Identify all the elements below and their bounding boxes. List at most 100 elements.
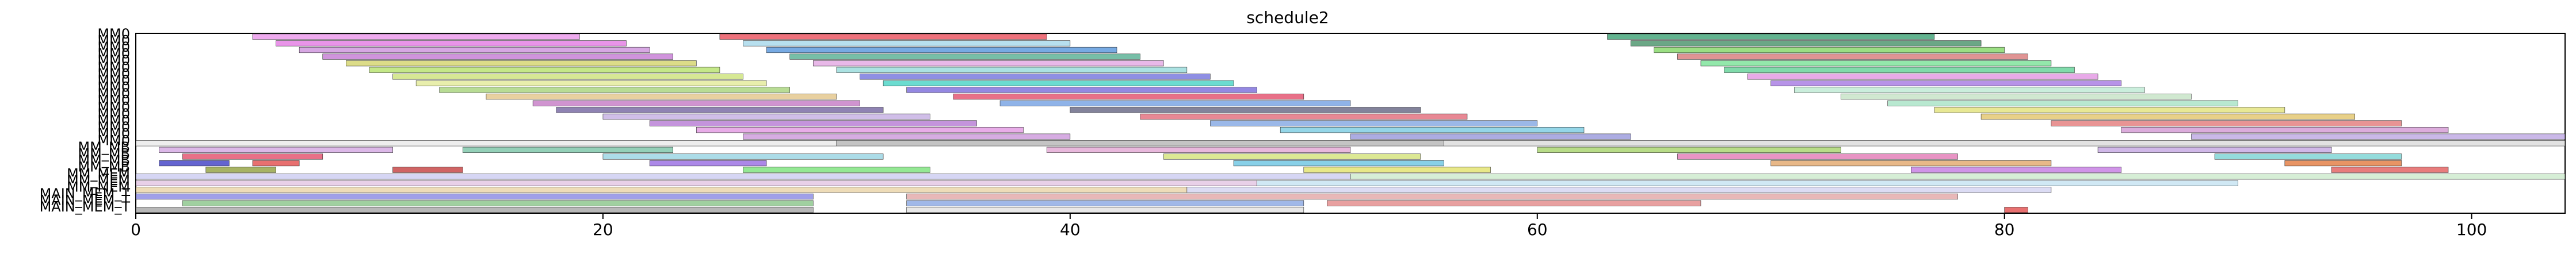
- gantt-bar: [649, 120, 977, 126]
- gantt-bar: [415, 80, 767, 87]
- plot-area: MM0MM0MM0MM0MM0MM0MM0MM0MM0MM0MM0MM0MM0M…: [40, 26, 2566, 239]
- gantt-bar: [135, 187, 1188, 193]
- gantt-bar: [1980, 113, 2355, 120]
- gantt-bar: [1350, 133, 1631, 140]
- gantt-bar: [135, 207, 814, 213]
- gantt-bar: [135, 174, 1351, 180]
- gantt-bar: [812, 60, 1164, 67]
- gantt-bar: [1677, 53, 2028, 60]
- gantt-bar: [252, 33, 580, 40]
- x-tick-label: 0: [131, 220, 141, 239]
- gantt-bar: [2191, 133, 2566, 140]
- y-axis-label: MM0: [97, 113, 130, 129]
- gantt-bar: [486, 94, 837, 100]
- gantt-bar: [883, 80, 1234, 87]
- gantt-bar: [1794, 87, 2145, 93]
- x-tick-label: 40: [1060, 220, 1081, 239]
- gantt-bar: [1233, 160, 1444, 167]
- y-axis-label: MM0: [97, 46, 130, 62]
- gantt-bar: [182, 153, 323, 160]
- gantt-bar: [1280, 126, 1585, 133]
- gantt-bar: [392, 74, 743, 80]
- gantt-bar: [999, 100, 1351, 106]
- gantt-bar: [1770, 160, 2052, 167]
- gantt-bar: [2051, 120, 2402, 126]
- y-axis-label: MM0: [97, 59, 130, 75]
- chart-title: schedule2: [1246, 8, 1329, 27]
- gantt-bar: [1537, 147, 1841, 153]
- gantt-bar: [369, 67, 720, 73]
- gantt-bar: [860, 74, 1211, 80]
- gantt-bar: [836, 67, 1188, 73]
- y-axis-label: MM0: [97, 93, 130, 109]
- gantt-bar: [276, 40, 627, 47]
- y-axis-label: MAIN_MEM_T: [40, 193, 131, 209]
- gantt-bar: [1140, 113, 1468, 120]
- gantt-bar: [463, 147, 674, 153]
- gantt-bar: [322, 53, 674, 60]
- gantt-bar: [135, 140, 837, 147]
- x-tick-label: 20: [593, 220, 613, 239]
- y-axis-label: MM_MEM: [67, 166, 130, 182]
- gantt-bar: [159, 147, 393, 153]
- y-axis-label: MM0: [97, 66, 130, 82]
- gantt-bar: [1770, 80, 2121, 87]
- gantt-bar: [743, 167, 930, 173]
- gantt-bar: [1046, 147, 1351, 153]
- gantt-bar: [649, 160, 767, 167]
- gantt-bar: [159, 160, 230, 167]
- gantt-bar: [1654, 47, 2005, 53]
- gantt-bar: [743, 40, 1071, 47]
- gantt-bar: [1700, 60, 2052, 67]
- y-axis-label: MM_MB: [78, 152, 130, 168]
- gantt-bar: [906, 207, 1304, 213]
- y-axis-label: MM_MB: [78, 159, 130, 175]
- y-axis-label: MM0: [97, 106, 130, 122]
- y-axis-label: MM0: [97, 26, 130, 42]
- y-axis-label: MM0: [97, 52, 130, 68]
- x-tick-label: 100: [2456, 220, 2487, 239]
- gantt-bar: [766, 47, 1117, 53]
- gantt-bar: [1257, 180, 2238, 186]
- gantt-bar: [789, 53, 1140, 60]
- y-axis-label: MAIN_MEM_T: [40, 186, 131, 202]
- y-axis-label: MM0: [97, 79, 130, 95]
- gantt-bar: [602, 113, 930, 120]
- gantt-bar: [1350, 174, 2566, 180]
- y-axis-labels: MM0MM0MM0MM0MM0MM0MM0MM0MM0MM0MM0MM0MM0M…: [40, 26, 131, 215]
- gantt-bar: [719, 33, 1047, 40]
- gantt-bar: [836, 140, 1444, 147]
- gantt-bar: [182, 200, 814, 206]
- y-axis-label: MM0: [97, 99, 130, 115]
- gantt-bar: [1934, 107, 2285, 113]
- bars-layer: [135, 33, 2566, 213]
- y-axis-label: MAIN_MEM_T: [40, 199, 131, 215]
- gantt-bar: [1327, 200, 1701, 206]
- y-axis-label: MM0: [97, 126, 130, 142]
- gantt-bar: [1841, 94, 2192, 100]
- x-tick-label: 80: [1994, 220, 2015, 239]
- gantt-bar: [346, 60, 697, 67]
- y-axis-label: MM0: [97, 119, 130, 135]
- gantt-bar: [1070, 107, 1421, 113]
- gantt-bar: [2004, 207, 2028, 213]
- y-axis-label: MM0: [97, 32, 130, 48]
- gantt-bar: [953, 94, 1304, 100]
- gantt-bar: [2331, 167, 2449, 173]
- gantt-bar: [532, 100, 860, 106]
- gantt-bar: [299, 47, 650, 53]
- gantt-bar: [135, 180, 1257, 186]
- gantt-bar: [1444, 140, 2566, 147]
- x-axis: 0 20 40 60 80 100: [131, 213, 2565, 239]
- gantt-bar: [1210, 120, 1538, 126]
- y-axis-label: MM0: [97, 72, 130, 88]
- gantt-bar: [906, 193, 1958, 200]
- gantt-bar: [135, 193, 814, 200]
- x-tick-label: 60: [1527, 220, 1548, 239]
- gantt-bar: [906, 200, 1304, 206]
- gantt-bar: [252, 160, 300, 167]
- gantt-bar: [743, 133, 1071, 140]
- y-axis-label: MM0: [97, 132, 130, 148]
